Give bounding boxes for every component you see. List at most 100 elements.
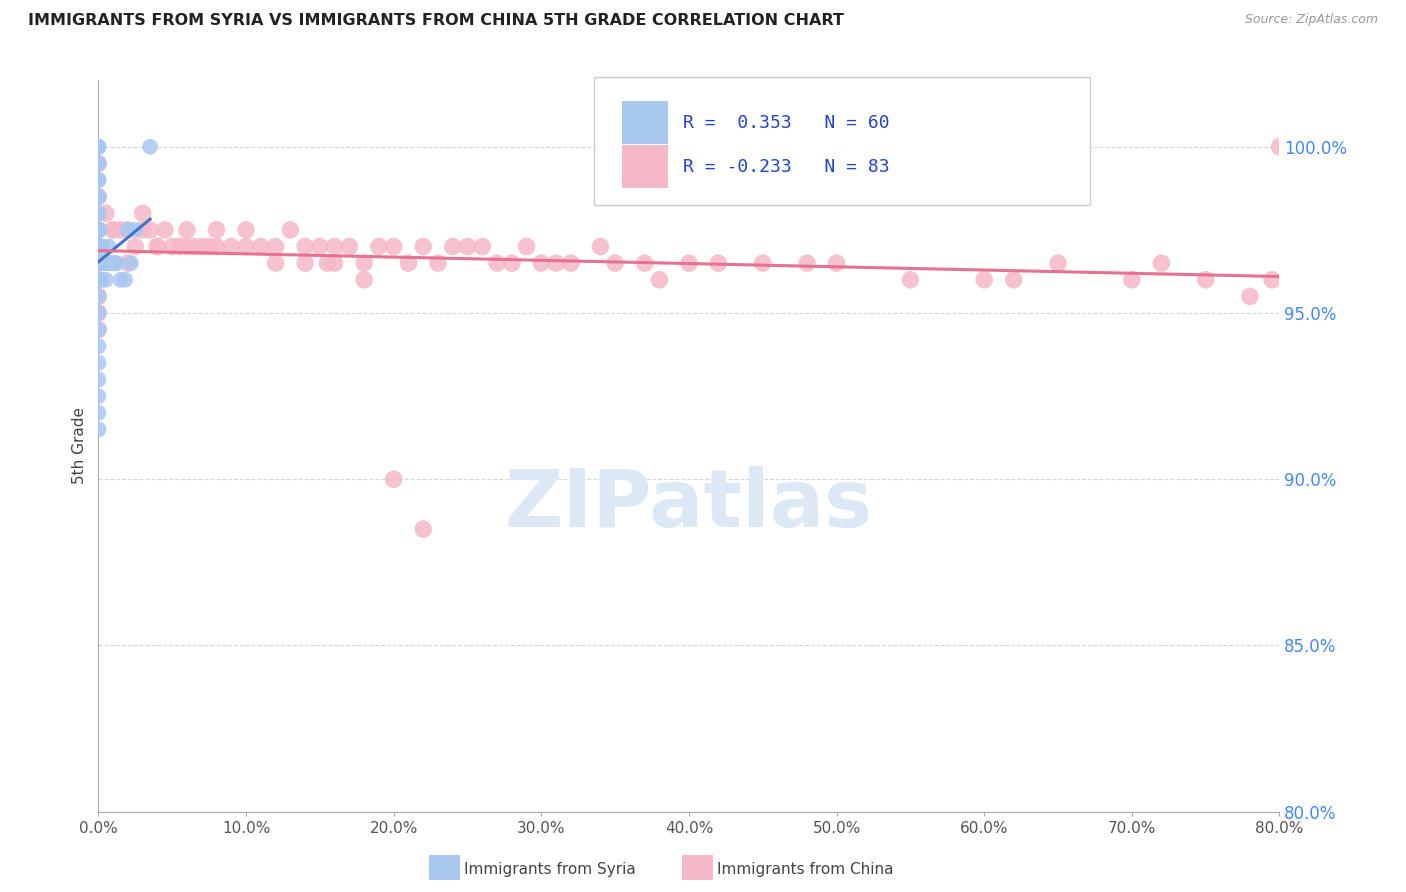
Point: [294, 256, 316, 270]
Point: [316, 256, 339, 270]
Point: [89, 239, 111, 253]
Point: [90, 256, 112, 270]
Point: [132, 223, 155, 237]
Point: [427, 256, 450, 270]
Point: [124, 239, 146, 253]
Point: [530, 256, 553, 270]
Point: [103, 223, 125, 237]
Point: [382, 472, 405, 486]
Point: [94, 273, 117, 287]
Point: [87, 389, 110, 403]
Point: [87, 156, 110, 170]
Point: [546, 256, 568, 270]
Point: [110, 223, 132, 237]
Point: [89, 256, 111, 270]
Point: [98, 256, 121, 270]
Point: [89, 239, 111, 253]
Point: [87, 239, 110, 253]
Point: [90, 239, 112, 253]
Text: IMMIGRANTS FROM SYRIA VS IMMIGRANTS FROM CHINA 5TH GRADE CORRELATION CHART: IMMIGRANTS FROM SYRIA VS IMMIGRANTS FROM…: [28, 13, 844, 29]
Text: R =  0.353   N = 60: R = 0.353 N = 60: [683, 113, 890, 132]
Point: [89, 256, 111, 270]
Point: [678, 256, 700, 270]
Point: [105, 256, 128, 270]
Point: [89, 239, 111, 253]
Point: [235, 239, 257, 253]
Point: [87, 273, 110, 287]
Point: [87, 256, 110, 270]
Point: [87, 256, 110, 270]
Point: [105, 256, 128, 270]
Point: [87, 156, 110, 170]
Point: [751, 256, 773, 270]
Point: [89, 256, 111, 270]
Point: [176, 239, 198, 253]
Point: [1195, 273, 1218, 287]
Point: [87, 339, 110, 353]
Point: [87, 306, 110, 320]
Point: [87, 306, 110, 320]
Point: [89, 223, 111, 237]
Point: [353, 256, 375, 270]
Point: [973, 273, 995, 287]
Point: [169, 239, 191, 253]
Point: [120, 256, 142, 270]
Point: [382, 239, 405, 253]
Point: [456, 239, 478, 253]
Point: [117, 223, 139, 237]
Point: [221, 239, 243, 253]
Point: [294, 239, 316, 253]
Point: [90, 273, 112, 287]
Point: [323, 239, 346, 253]
Point: [183, 239, 205, 253]
Point: [87, 289, 110, 303]
Point: [87, 173, 110, 187]
Point: [516, 239, 538, 253]
Point: [87, 239, 110, 253]
Point: [900, 273, 922, 287]
Point: [1239, 289, 1261, 303]
FancyBboxPatch shape: [621, 101, 668, 144]
Point: [87, 206, 110, 220]
Point: [250, 239, 273, 253]
Point: [441, 239, 464, 253]
Point: [87, 140, 110, 154]
Point: [648, 273, 671, 287]
Point: [1046, 256, 1069, 270]
Point: [264, 239, 287, 253]
Point: [87, 173, 110, 187]
Point: [87, 239, 110, 253]
Point: [707, 256, 730, 270]
Point: [124, 223, 146, 237]
Text: R = -0.233   N = 83: R = -0.233 N = 83: [683, 158, 890, 176]
Point: [89, 273, 111, 287]
Point: [87, 273, 110, 287]
Point: [412, 522, 434, 536]
Point: [87, 189, 110, 203]
Point: [96, 256, 118, 270]
Point: [205, 223, 228, 237]
Point: [117, 256, 139, 270]
Point: [94, 256, 117, 270]
Text: Immigrants from China: Immigrants from China: [717, 863, 894, 877]
Text: Immigrants from Syria: Immigrants from Syria: [464, 863, 636, 877]
Point: [471, 239, 494, 253]
Point: [87, 189, 110, 203]
Point: [87, 156, 110, 170]
Point: [1261, 273, 1284, 287]
Point: [501, 256, 523, 270]
Point: [90, 256, 112, 270]
Point: [309, 239, 332, 253]
Point: [87, 323, 110, 337]
Point: [1121, 273, 1143, 287]
Point: [87, 256, 110, 270]
Point: [114, 273, 136, 287]
Point: [146, 239, 169, 253]
Point: [339, 239, 360, 253]
Point: [91, 256, 114, 270]
Point: [486, 256, 509, 270]
Text: ZIPatlas: ZIPatlas: [505, 466, 873, 543]
Point: [396, 256, 419, 270]
Point: [412, 239, 434, 253]
Point: [132, 206, 155, 220]
